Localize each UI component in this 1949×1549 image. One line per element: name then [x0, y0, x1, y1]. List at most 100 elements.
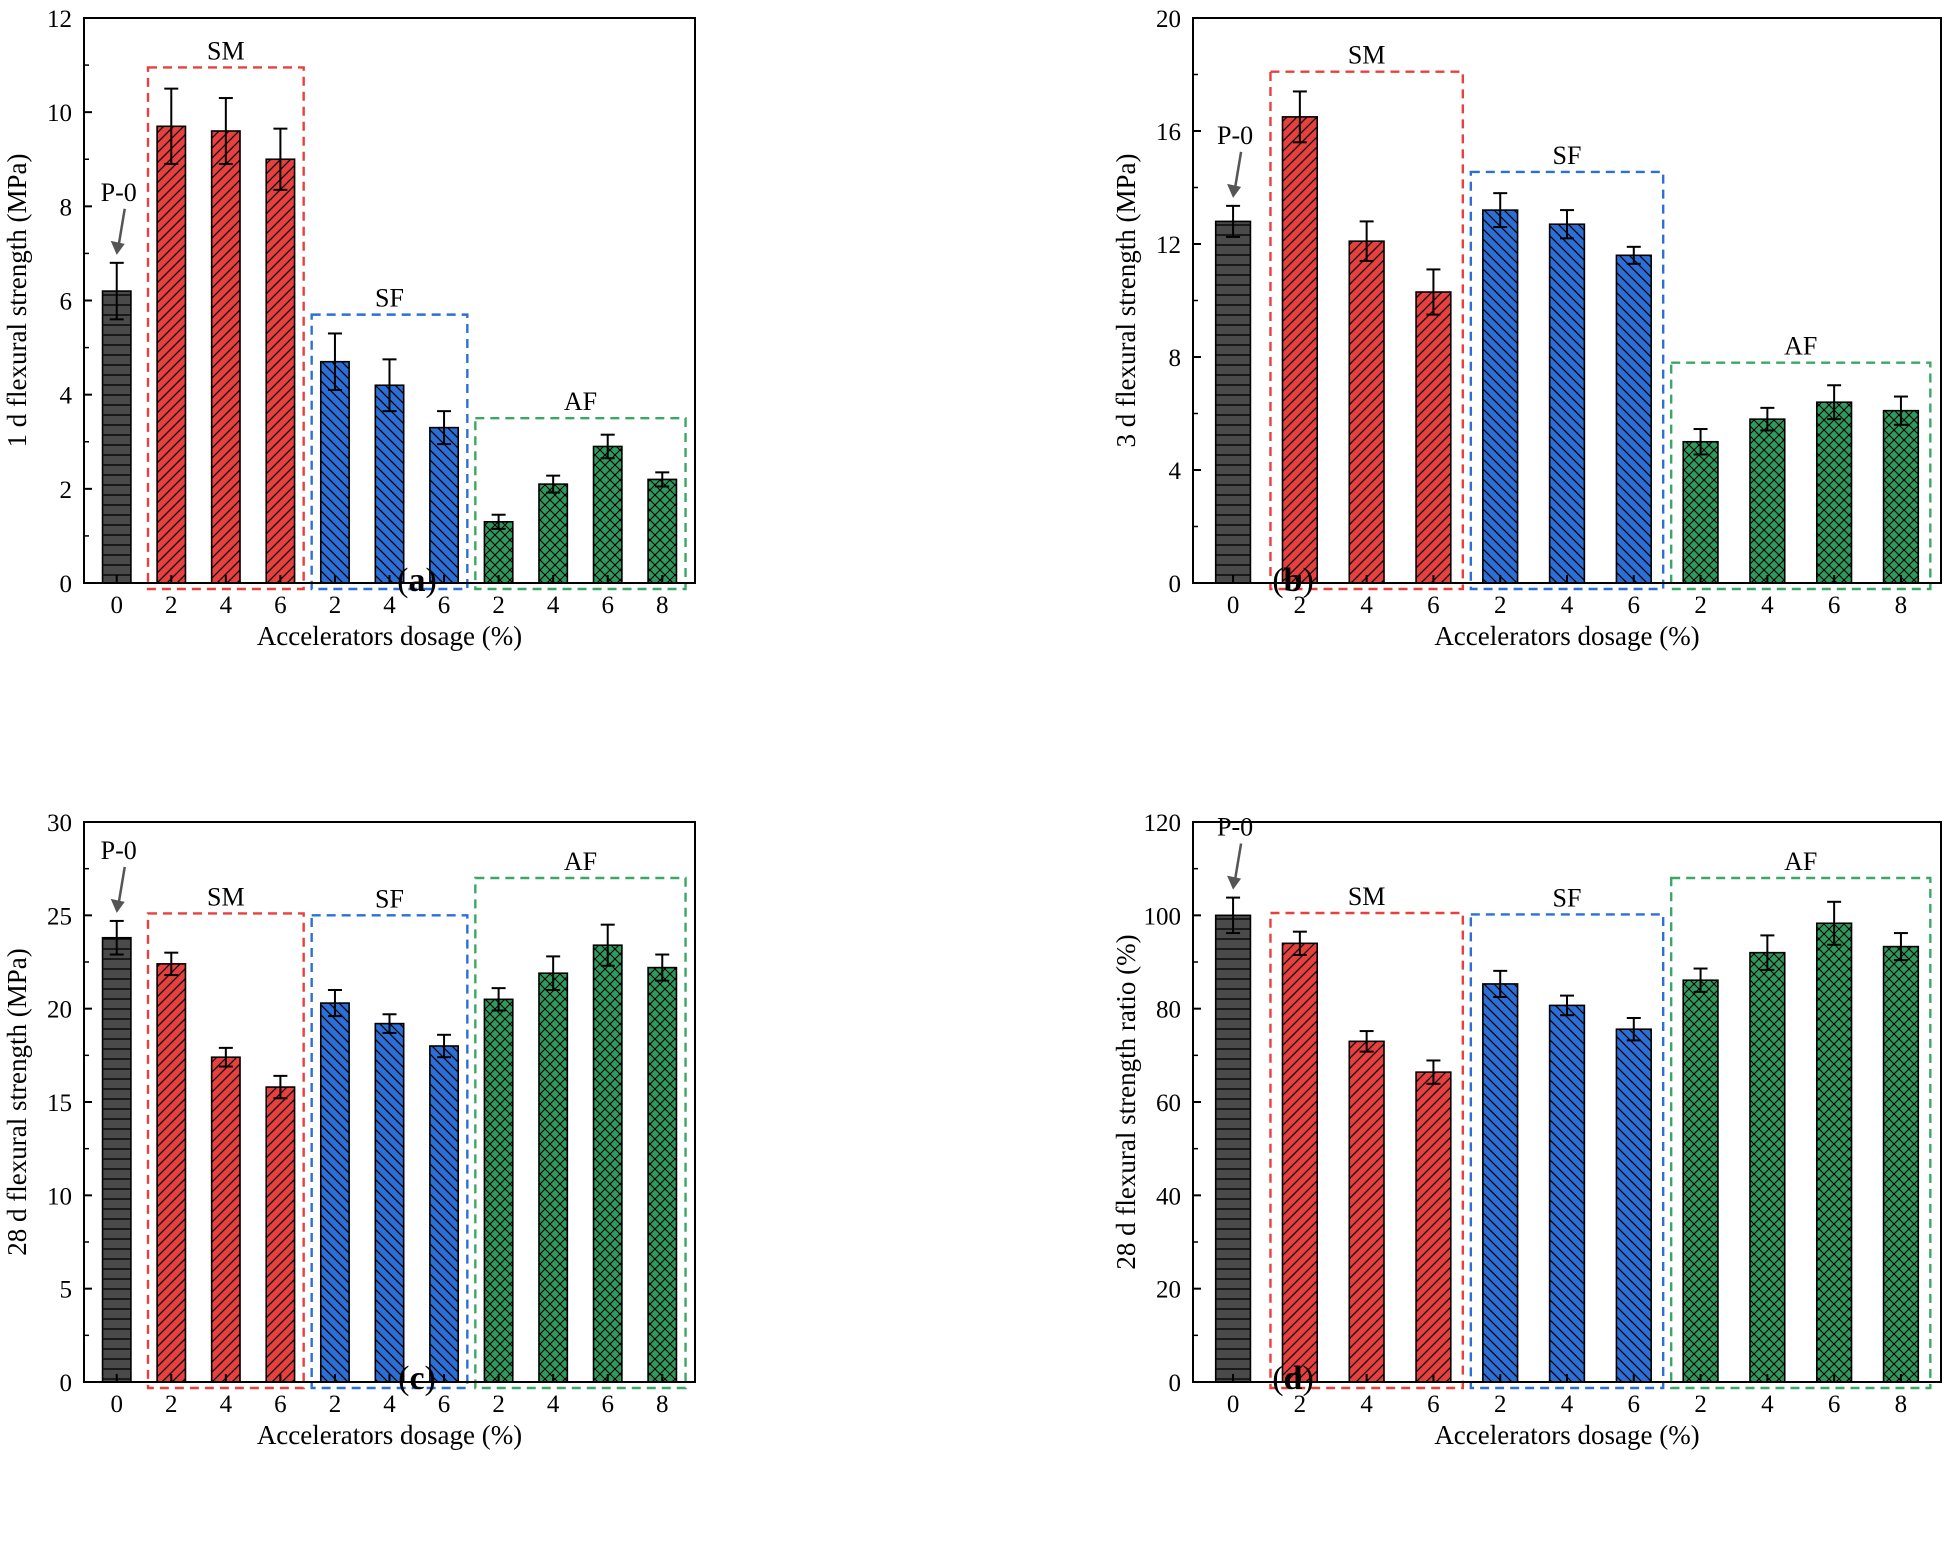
error-bar-c-5 [382, 1013, 397, 1034]
chart-b-svg: SM SF AF 0 4 8 12 16 20 0 2 4 6 2 4 6 2 4 6 8 Accelerators d… [1111, 6, 1942, 651]
bar-b-10 [1882, 409, 1920, 584]
x-tick-label-c-6: 6 [438, 1391, 451, 1418]
x-tick-label-c-10: 8 [656, 1391, 669, 1418]
error-bar-c-3 [273, 1074, 288, 1100]
y-tick-label-b-2: 8 [1169, 345, 1182, 372]
bar-a-2 [210, 130, 241, 584]
x-tick-label-d-4: 2 [1494, 1391, 1507, 1418]
x-tick-label-a-9: 6 [601, 592, 614, 619]
error-bar-b-10 [1893, 395, 1908, 426]
chart-panel-a: SM SF AF 0 2 4 6 8 10 12 0 2 4 6 2 4 6 2 4 6 8 Accelerators d… [0, 0, 974, 774]
y-tick-label-c-3: 15 [47, 1090, 72, 1117]
x-tick-label-a-2: 4 [220, 592, 233, 619]
error-bar-b-0 [1226, 204, 1241, 238]
x-tick-label-b-5: 4 [1561, 592, 1574, 619]
control-label-a: P-0 [101, 178, 137, 207]
y-tick-label-b-0: 0 [1169, 571, 1182, 598]
y-tick-label-b-3: 12 [1156, 232, 1181, 259]
group-box-sf-c [310, 914, 469, 1390]
bar-b-0 [1214, 220, 1252, 584]
bar-b-2 [1348, 240, 1385, 584]
group-label-sm-c: SM [207, 882, 245, 911]
y-tick-label-c-2: 10 [47, 1183, 72, 1210]
y-tick-label-a-5: 10 [47, 100, 72, 127]
y-tick-label-c-1: 5 [60, 1277, 73, 1304]
x-tick-label-d-5: 4 [1561, 1391, 1574, 1418]
group-label-sf-d: SF [1553, 883, 1582, 912]
error-bar-d-10 [1893, 932, 1908, 962]
group-label-sf-b: SF [1553, 141, 1582, 170]
x-tick-label-b-7: 2 [1694, 592, 1707, 619]
bar-b-3 [1415, 291, 1452, 584]
error-bar-c-9 [600, 923, 615, 967]
y-tick-label-c-6: 30 [47, 810, 72, 837]
group-label-af-a: AF [564, 387, 597, 416]
bar-b-4 [1482, 209, 1519, 584]
x-tick-label-c-1: 2 [165, 1391, 178, 1418]
x-tick-label-b-3: 6 [1427, 592, 1440, 619]
control-arrow-c [110, 866, 126, 913]
x-tick-label-d-9: 6 [1828, 1391, 1841, 1418]
bar-a-0 [101, 290, 132, 584]
x-tick-label-d-6: 6 [1628, 1391, 1641, 1418]
chart-panel-b: SM SF AF 0 4 8 12 16 20 0 2 4 6 2 4 6 2 4 6 8 Accelerators d… [974, 0, 1948, 774]
y-tick-label-d-2: 40 [1156, 1183, 1181, 1210]
bar-a-3 [265, 158, 296, 584]
y-tick-label-a-4: 8 [60, 194, 73, 221]
y-tick-label-a-2: 4 [60, 383, 73, 410]
error-bar-b-8 [1760, 406, 1775, 432]
error-bar-b-6 [1626, 245, 1641, 265]
y-tick-label-d-1: 20 [1156, 1277, 1181, 1304]
x-tick-label-c-3: 6 [274, 1391, 287, 1418]
group-box-sf-d [1469, 913, 1665, 1390]
bar-d-3 [1415, 1071, 1452, 1383]
error-bar-a-5 [382, 358, 397, 413]
error-bar-d-4 [1493, 969, 1508, 998]
x-tick-label-a-10: 8 [656, 592, 669, 619]
x-tick-label-c-2: 4 [220, 1391, 233, 1418]
x-tick-label-c-7: 2 [492, 1391, 505, 1418]
error-bar-b-3 [1426, 268, 1441, 316]
group-label-sm-d: SM [1348, 882, 1386, 911]
y-tick-label-a-6: 12 [47, 6, 72, 33]
bar-d-9 [1815, 922, 1853, 1383]
y-tick-label-d-4: 80 [1156, 997, 1181, 1024]
x-tick-label-d-1: 2 [1294, 1391, 1307, 1418]
bar-a-6 [429, 426, 460, 584]
bar-d-10 [1882, 945, 1920, 1383]
y-tick-label-c-5: 25 [47, 903, 72, 930]
group-label-sf-c: SF [375, 884, 404, 913]
y-axis-title-a: 1 d flexural strength (MPa) [2, 154, 32, 448]
y-axis-title-d: 28 d flexural strength ratio (%) [1111, 934, 1141, 1269]
error-bar-b-2 [1359, 220, 1374, 262]
bar-a-9 [592, 445, 623, 584]
bar-a-5 [374, 384, 405, 584]
bar-c-1 [156, 963, 187, 1383]
group-label-sm-b: SM [1348, 41, 1386, 70]
y-tick-label-b-4: 16 [1156, 119, 1181, 146]
error-bar-c-6 [437, 1033, 452, 1059]
chart-panel-d: SM SF AF 0 20 40 60 80 100 120 0 2 4 6 2 4 6 2 4 6 8 Accelera… [974, 774, 1948, 1548]
x-tick-label-d-8: 4 [1761, 1391, 1774, 1418]
x-tick-label-c-9: 6 [601, 1391, 614, 1418]
error-bar-d-6 [1626, 1017, 1641, 1042]
x-tick-label-a-7: 2 [492, 592, 505, 619]
chart-d-svg: SM SF AF 0 20 40 60 80 100 120 0 2 4 6 2 4 6 2 4 6 8 Accelera… [1111, 810, 1942, 1450]
x-axis-title-b: Accelerators dosage (%) [1434, 621, 1699, 651]
group-box-sf-b [1469, 170, 1665, 591]
bar-c-5 [374, 1022, 405, 1383]
bar-d-0 [1214, 914, 1252, 1383]
error-bar-a-6 [437, 410, 452, 446]
control-label-c: P-0 [101, 836, 137, 865]
error-bar-b-1 [1292, 90, 1307, 144]
bar-c-3 [265, 1086, 296, 1383]
chart-a-svg: SM SF AF 0 2 4 6 8 10 12 0 2 4 6 2 4 6 2 4 6 8 Accelerators d… [2, 6, 696, 651]
error-bar-c-0 [109, 919, 124, 956]
control-label-d: P-0 [1217, 813, 1253, 842]
y-tick-label-a-3: 6 [60, 289, 73, 316]
error-bar-d-9 [1827, 900, 1842, 946]
x-tick-label-c-4: 2 [329, 1391, 342, 1418]
error-bar-a-7 [491, 513, 506, 530]
error-bar-b-5 [1560, 209, 1574, 240]
bar-d-1 [1281, 942, 1319, 1383]
